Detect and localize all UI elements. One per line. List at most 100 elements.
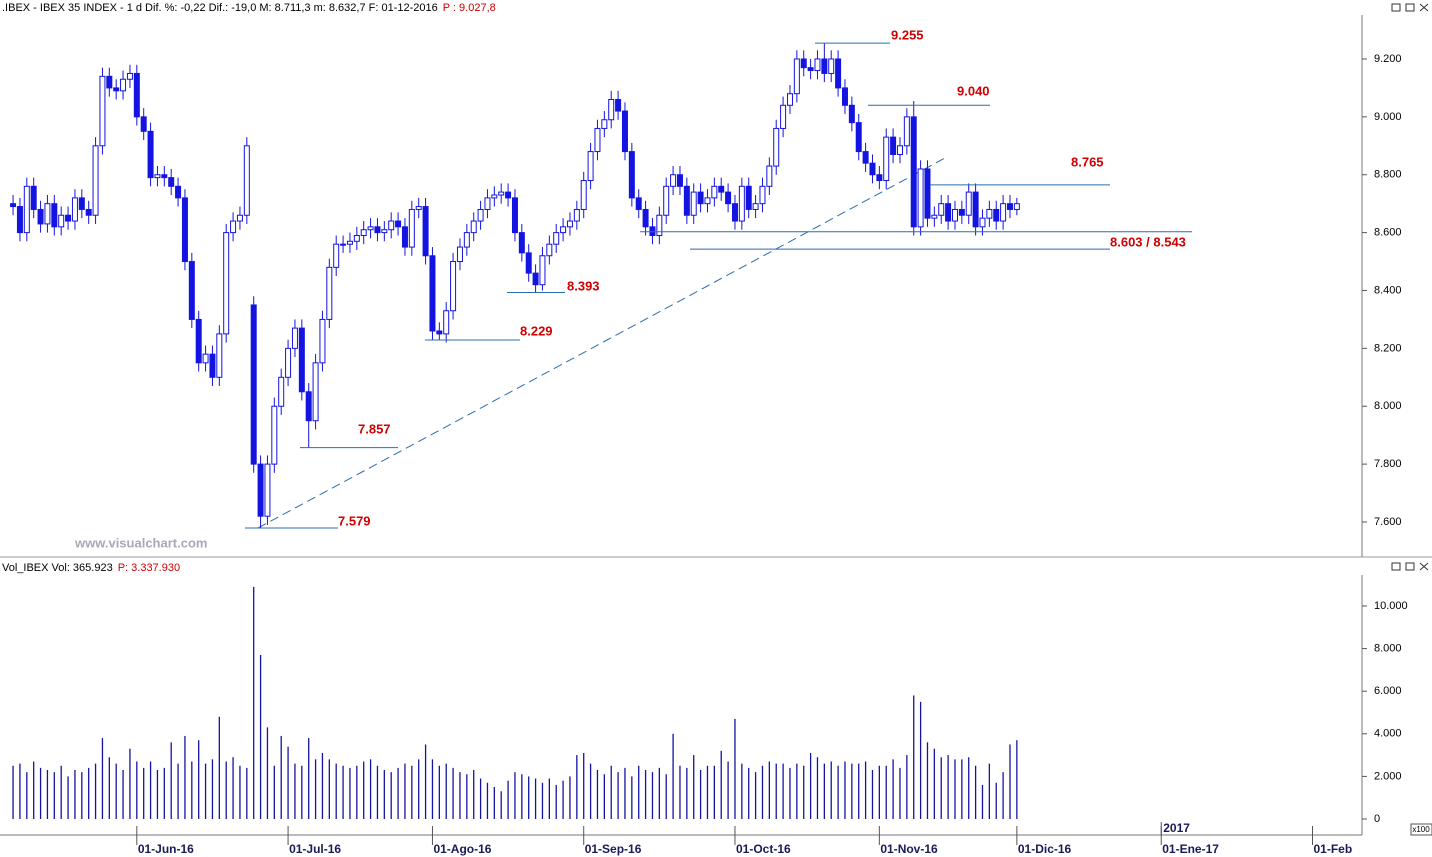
candle-body — [539, 255, 546, 286]
candle-body — [140, 116, 147, 132]
volume-header-extra: P: 3.337.930 — [118, 562, 180, 574]
candle-body — [951, 208, 958, 222]
candle-body — [505, 191, 512, 199]
candle-body — [333, 243, 340, 268]
candle-body — [697, 191, 704, 205]
candle-body — [340, 243, 347, 246]
candle-body — [30, 185, 37, 210]
y-tick-label: 7.800 — [1374, 458, 1402, 470]
level-label: 9.040 — [957, 83, 990, 98]
candle-body — [828, 58, 835, 74]
candle-body — [257, 463, 264, 517]
candle-body — [484, 197, 491, 210]
candle-body — [525, 252, 532, 274]
candle-body — [463, 232, 470, 248]
candle-body — [161, 174, 168, 179]
candle-body — [793, 58, 800, 95]
candle-body — [243, 145, 250, 216]
candle-body — [367, 226, 374, 231]
candle-body — [553, 232, 560, 245]
candle-body — [271, 405, 278, 465]
restore-button[interactable] — [1405, 3, 1415, 12]
candle-body — [958, 208, 965, 216]
x-tick-label: 01-Oct-16 — [736, 842, 791, 856]
candle-body — [670, 174, 677, 187]
candle-body — [181, 197, 188, 263]
candle-body — [16, 206, 23, 234]
candle-body — [92, 145, 99, 216]
window-buttons[interactable] — [1391, 3, 1429, 571]
candle-body — [759, 185, 766, 205]
candle-body — [278, 376, 285, 407]
level-label: 8.603 / 8.543 — [1110, 234, 1186, 249]
candle-body — [202, 353, 209, 364]
restore-button[interactable] — [1405, 562, 1415, 571]
level-label: 9.255 — [891, 27, 924, 42]
candle-body — [910, 116, 917, 228]
candle-body — [615, 98, 622, 112]
y-tick-label: 8.000 — [1374, 643, 1402, 655]
candle-body — [422, 206, 429, 257]
candle-body — [147, 130, 154, 179]
minimize-button[interactable] — [1391, 562, 1401, 571]
candle-body — [773, 127, 780, 167]
candle-body — [573, 208, 580, 222]
candle-body — [319, 318, 326, 364]
minimize-button[interactable] — [1391, 3, 1401, 12]
candle-body — [209, 353, 216, 378]
candle-body — [725, 191, 732, 205]
candle-body — [360, 229, 367, 237]
candle-body — [168, 177, 175, 187]
trend-line — [257, 157, 946, 529]
candle-body — [408, 208, 415, 248]
candle-body — [99, 75, 106, 147]
candle-body — [71, 197, 78, 222]
candle-body — [931, 214, 938, 219]
candle-body — [65, 214, 72, 222]
candle-body — [51, 203, 58, 228]
unit-label: x100 — [1412, 825, 1430, 834]
x-tick-label: 01-Dic-16 — [1018, 842, 1072, 856]
candle-body — [711, 185, 718, 199]
candle-body — [676, 174, 683, 187]
candle-body — [120, 78, 127, 92]
close-button[interactable] — [1419, 3, 1429, 12]
x-tick-label: 01-Jul-16 — [289, 842, 341, 856]
candle-body — [580, 180, 587, 210]
candle-body — [415, 206, 422, 210]
y-tick-label: 8.000 — [1374, 400, 1402, 412]
candle-body — [401, 226, 408, 248]
candle-body — [436, 330, 443, 335]
candle-body — [450, 261, 457, 312]
close-button[interactable] — [1419, 562, 1429, 571]
y-tick-label: 9.000 — [1374, 111, 1402, 123]
candle-body — [807, 67, 814, 72]
y-tick-label: 8.600 — [1374, 227, 1402, 239]
candle-body — [869, 162, 876, 176]
candle-body — [470, 220, 477, 234]
y-tick-label: 8.200 — [1374, 342, 1402, 354]
y-tick-label: 6.000 — [1374, 685, 1402, 697]
candle-body — [601, 119, 608, 129]
candle-body — [855, 122, 862, 153]
candle-body — [1006, 203, 1013, 210]
unit-box — [1410, 823, 1432, 836]
candle-body — [979, 217, 986, 228]
y-tick-label: 8.800 — [1374, 169, 1402, 181]
candle-body — [821, 58, 828, 74]
candle-body — [656, 214, 663, 237]
candle-body — [312, 362, 319, 422]
candle-body — [546, 243, 553, 257]
candle-body — [346, 240, 353, 245]
candle-body — [388, 220, 395, 231]
level-label: 8.765 — [1071, 154, 1104, 169]
candle-body — [800, 58, 807, 69]
candle-body — [1013, 203, 1020, 210]
y-tick-label: 10.000 — [1374, 600, 1408, 612]
candle-body — [23, 185, 30, 234]
candle-body — [216, 333, 223, 378]
level-label: 7.857 — [358, 421, 391, 436]
y-tick-label: 7.600 — [1374, 516, 1402, 528]
candle-body — [133, 72, 140, 118]
